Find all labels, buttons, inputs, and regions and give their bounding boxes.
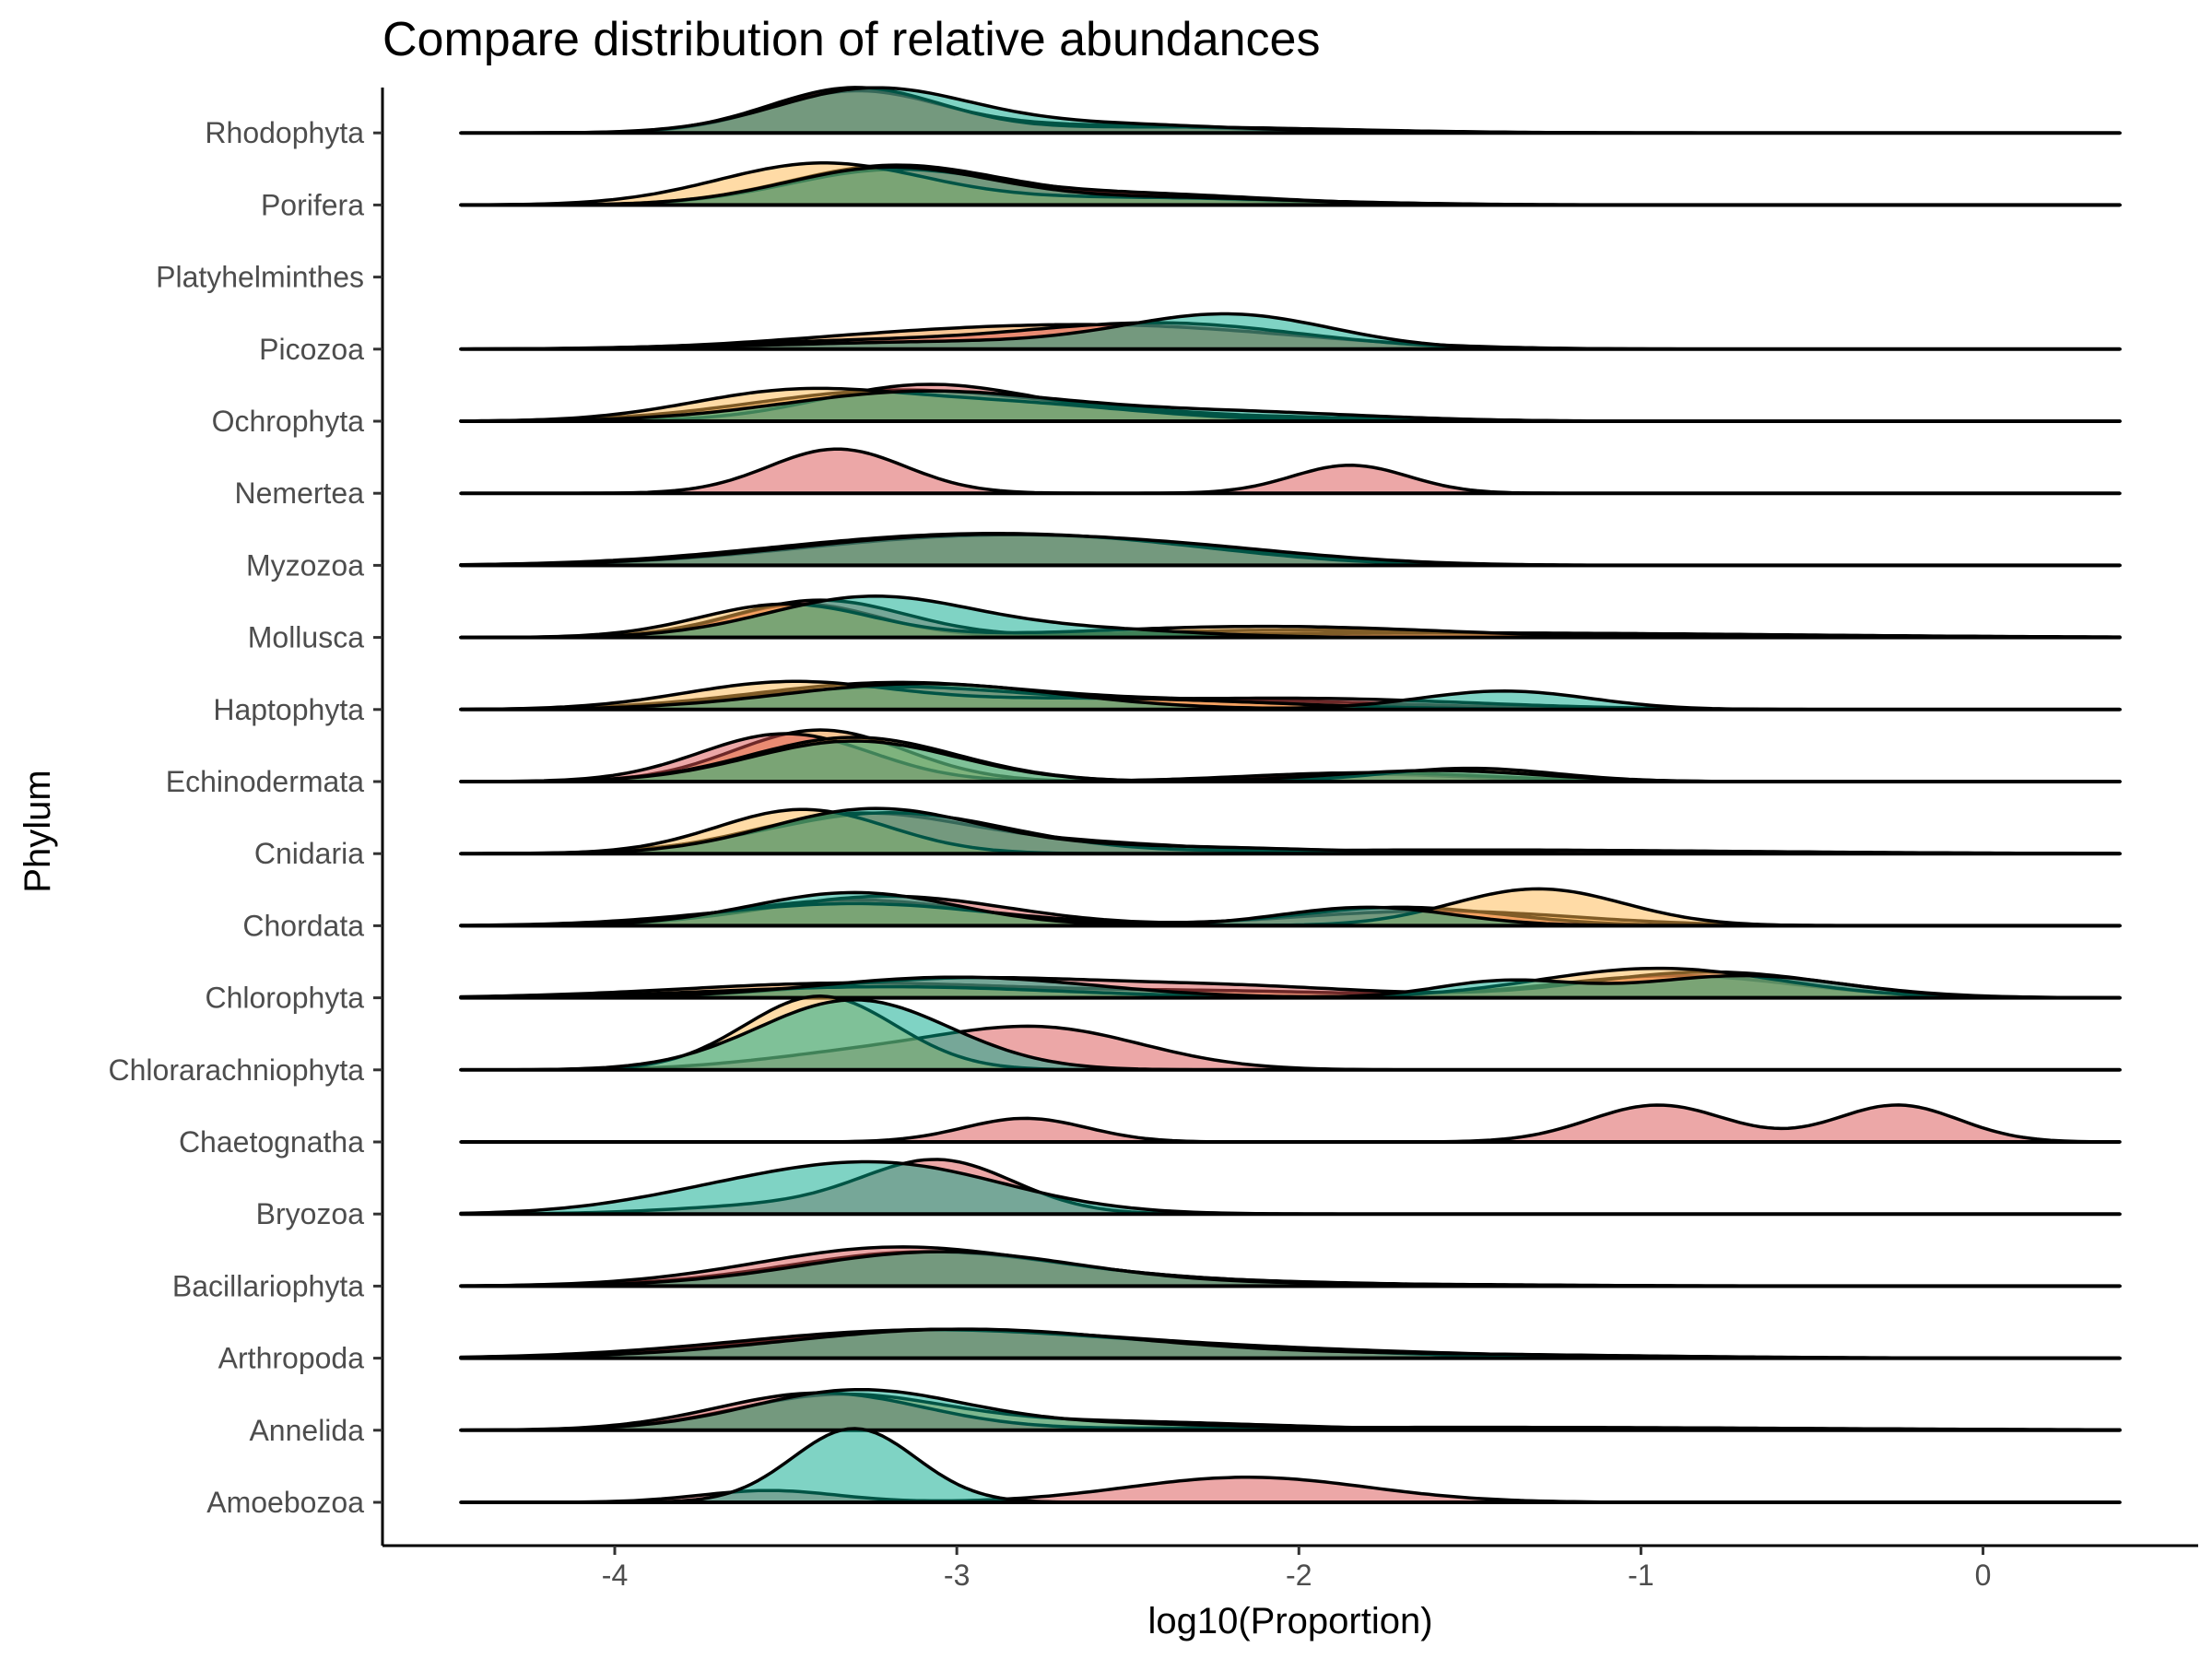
- y-tick-label: Bryozoa: [256, 1197, 365, 1230]
- y-tick-label: Arthropoda: [218, 1342, 365, 1375]
- ridge-bryozoa: [459, 1158, 2122, 1217]
- ridge-amoebozoa: [459, 1427, 2122, 1504]
- density-rhodophyta-d: [459, 86, 2122, 135]
- y-tick-label: Nemertea: [235, 477, 365, 510]
- y-tick-label: Ochrophyta: [212, 405, 365, 438]
- ridge-nemertea: [459, 447, 2122, 496]
- ridge-arthropoda: [459, 1327, 2122, 1360]
- x-tick-label: -4: [602, 1559, 628, 1592]
- x-axis-title: log10(Proportion): [1147, 1601, 1432, 1641]
- y-tick-label: Amoebozoa: [206, 1486, 364, 1519]
- y-tick-label: Mollusca: [248, 621, 364, 654]
- y-tick-label: Cnidaria: [254, 837, 364, 870]
- density-chordata-d: [459, 890, 2122, 928]
- y-tick-label: Chaetognatha: [179, 1125, 364, 1159]
- ridge-mollusca: [459, 594, 2122, 640]
- ridge-chlorophyta: [459, 966, 2122, 1000]
- density-bryozoa-d: [459, 1159, 2122, 1216]
- y-tick-label: Chlorarachniophyta: [109, 1053, 365, 1087]
- y-tick-label: Porifera: [261, 188, 364, 221]
- ridge-rhodophyta: [459, 86, 2122, 135]
- ridges-layer: [459, 86, 2122, 1504]
- y-tick-label: Echinodermata: [166, 765, 364, 798]
- x-tick-label: -1: [1628, 1559, 1653, 1592]
- x-tick-label: 0: [1975, 1559, 1992, 1592]
- x-tick-label: -3: [944, 1559, 970, 1592]
- y-tick-label: Annelida: [249, 1414, 364, 1447]
- ridge-myzozoa: [459, 532, 2122, 568]
- density-myzozoa-d: [459, 532, 2122, 568]
- density-chlorarachniophyta-d: [459, 998, 2122, 1072]
- y-tick-label: Platyhelminthes: [156, 261, 364, 294]
- x-axis: -4 -3 -2 -1 0: [382, 1544, 2198, 1592]
- ridge-chaetognatha: [459, 1103, 2122, 1144]
- chart-title: Compare distribution of relative abundan…: [382, 13, 1320, 66]
- y-tick-label: Chlorophyta: [205, 982, 364, 1015]
- y-tick-label: Picozoa: [259, 333, 364, 366]
- x-tick-label: -2: [1286, 1559, 1312, 1592]
- y-tick-label: Myzozoa: [246, 548, 364, 582]
- ridge-chordata: [459, 887, 2122, 928]
- ridge-haptophyta: [459, 679, 2122, 712]
- y-tick-label: Haptophyta: [213, 693, 364, 726]
- ridge-bacillariophyta: [459, 1245, 2122, 1288]
- y-tick-label: Bacillariophyta: [172, 1269, 364, 1302]
- ridge-picozoa: [459, 312, 2122, 351]
- ridge-echinodermata: [459, 728, 2122, 783]
- ridge-annelida: [459, 1387, 2122, 1432]
- density-chaetognatha-b: [459, 1103, 2122, 1144]
- ridge-cnidaria: [459, 806, 2122, 856]
- y-tick-label: Chordata: [242, 909, 364, 942]
- ridge-porifera: [459, 161, 2122, 207]
- y-tick-label: Rhodophyta: [205, 116, 364, 149]
- ridge-ochrophyta: [459, 382, 2122, 423]
- density-nemertea-b: [459, 447, 2122, 495]
- y-axis: Amoebozoa Annelida Arthropoda Bacillariophy…: [109, 88, 384, 1546]
- y-axis-title: Phylum: [18, 770, 58, 892]
- ridge-chlorarachniophyta: [459, 994, 2122, 1072]
